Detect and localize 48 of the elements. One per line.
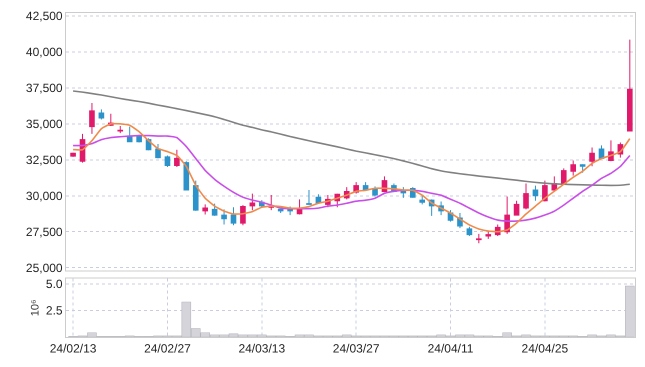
x-tick-label: 24/02/13 bbox=[50, 341, 97, 356]
line-series bbox=[72, 90, 631, 186]
y-tick-label: 42,500 bbox=[26, 9, 63, 24]
y-axis-title: 10⁶ bbox=[30, 299, 42, 316]
candlestick bbox=[117, 125, 124, 134]
candlestick bbox=[230, 206, 236, 226]
y-tick-label: 27,500 bbox=[26, 224, 63, 239]
candlestick bbox=[296, 198, 302, 215]
y-tick-label: 5.0 bbox=[46, 277, 63, 292]
x-tick-label: 24/04/11 bbox=[428, 341, 474, 356]
candlestick bbox=[400, 186, 406, 198]
y-tick-label: 40,000 bbox=[26, 45, 63, 60]
x-tick-label: 24/04/25 bbox=[522, 341, 569, 356]
candlestick bbox=[164, 154, 170, 168]
candlestick bbox=[278, 208, 284, 214]
candlestick bbox=[419, 195, 426, 205]
y-tick-label: 32,500 bbox=[26, 152, 63, 167]
candlestick bbox=[627, 39, 633, 132]
x-tick-label: 24/03/13 bbox=[238, 341, 286, 356]
candlestick bbox=[598, 144, 604, 159]
candlestick bbox=[514, 200, 520, 216]
candlestick bbox=[466, 226, 472, 237]
candlestick bbox=[570, 160, 576, 176]
x-tick-label: 24/02/27 bbox=[144, 341, 192, 356]
x-tick-label: 24/03/27 bbox=[332, 341, 380, 356]
candlestick bbox=[485, 230, 492, 240]
line-series bbox=[72, 122, 631, 233]
candlestick bbox=[532, 185, 538, 202]
candlestick bbox=[580, 164, 586, 174]
candlestick bbox=[476, 233, 482, 244]
candlestick bbox=[250, 193, 256, 211]
y-tick-label: 37,500 bbox=[26, 81, 63, 96]
candlestick bbox=[221, 208, 227, 226]
candlestick bbox=[212, 203, 218, 216]
y-tick-label: 35,000 bbox=[26, 117, 63, 131]
candlestick bbox=[306, 190, 312, 205]
candlestick bbox=[192, 180, 199, 212]
candlestick bbox=[589, 147, 595, 167]
y-tick-label: 25,000 bbox=[26, 260, 63, 275]
y-tick-label: 2.5 bbox=[46, 304, 63, 318]
candlestick bbox=[89, 102, 95, 134]
y-tick-label: 30,000 bbox=[26, 188, 63, 203]
candlestick bbox=[523, 183, 529, 210]
line-series bbox=[72, 134, 631, 222]
candlestick bbox=[174, 149, 180, 168]
candlestick bbox=[202, 204, 208, 215]
candlestick bbox=[155, 143, 161, 159]
candlestick bbox=[98, 108, 104, 120]
